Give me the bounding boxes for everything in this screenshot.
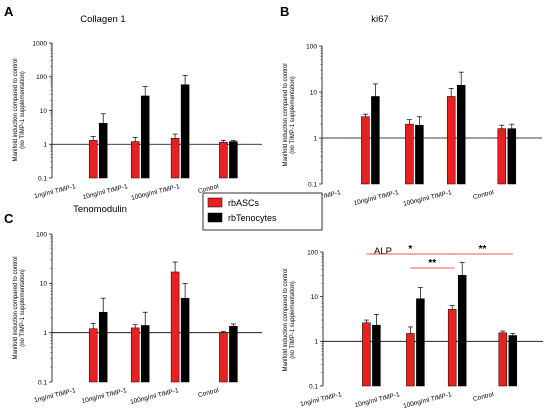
y-tick-label: 0.1 bbox=[308, 181, 317, 188]
y-tick-label: 1000 bbox=[33, 40, 48, 47]
bar-rbtenocytes-1 bbox=[140, 95, 150, 179]
bar-rbtenocytes-3 bbox=[507, 128, 517, 185]
panel-c: C Tenomodulin 0.1 1 10 100 Manifold induction … bbox=[4, 204, 262, 406]
category-label: 10ng/ml TIMP-1 bbox=[82, 183, 129, 201]
y-tick-label: 0.1 bbox=[38, 379, 47, 386]
y-tick-label: 1 bbox=[43, 142, 47, 149]
legend-swatch-rbtenocytes bbox=[207, 212, 223, 223]
bar-rbascs-3 bbox=[498, 332, 508, 387]
bar-rbtenocytes-1 bbox=[415, 124, 424, 185]
y-axis-label-line2: (no TIMP-1 supplementation) bbox=[20, 269, 26, 347]
panel-title: ki67 bbox=[371, 14, 388, 25]
category-label: Control bbox=[472, 391, 495, 403]
y-tick-label: 100 bbox=[36, 231, 47, 238]
bar-rbascs-2 bbox=[170, 271, 180, 383]
y-axis-label-line1: Manifold induction compared to control bbox=[13, 58, 19, 161]
bar-rbtenocytes-2 bbox=[457, 275, 467, 387]
category-label: 10ng/ml TIMP-1 bbox=[353, 189, 400, 207]
bar-rbascs-2 bbox=[447, 309, 457, 387]
category-label: 1ng/ml TIMP-1 bbox=[34, 183, 77, 200]
y-tick-label: 10 bbox=[310, 89, 318, 96]
panel-title: Tenomodulin bbox=[73, 204, 127, 215]
bar-rbascs-3 bbox=[219, 141, 228, 179]
legend-label-rbascs: rbASCs bbox=[228, 198, 260, 208]
y-tick-label: 0.1 bbox=[309, 383, 318, 390]
y-tick-label: 10 bbox=[40, 281, 48, 288]
bar-rbascs-0 bbox=[361, 116, 370, 185]
category-label: 1ng/ml TIMP-1 bbox=[300, 391, 343, 408]
y-tick-label: 1 bbox=[314, 339, 318, 346]
panel-title: ALP bbox=[374, 246, 392, 257]
panel-letter: A bbox=[4, 4, 14, 19]
bar-rbascs-0 bbox=[88, 140, 98, 179]
panel-a: A Collagen 1 0.1 1 10 100 1000 Manifold inducti… bbox=[4, 4, 262, 202]
category-label: Control bbox=[197, 183, 220, 195]
bar-rbascs-2 bbox=[170, 138, 180, 179]
category-label: Control bbox=[472, 189, 495, 201]
category-label: 1ng/ml TIMP-1 bbox=[34, 387, 77, 404]
panel-letter: C bbox=[4, 211, 14, 226]
bar-rbascs-1 bbox=[406, 333, 415, 387]
legend-box bbox=[202, 192, 323, 231]
bar-rbascs-0 bbox=[362, 322, 371, 387]
bar-rbtenocytes-2 bbox=[456, 85, 466, 185]
legend-label-rbtenocytes: rbTenocytes bbox=[228, 213, 277, 223]
significance-label: * bbox=[408, 244, 412, 255]
bar-rbtenocytes-0 bbox=[98, 311, 108, 383]
category-label: 100ng/ml TIMP-1 bbox=[131, 183, 181, 202]
category-label: 10ng/ml TIMP-1 bbox=[354, 391, 401, 409]
bar-rbtenocytes-2 bbox=[180, 297, 190, 383]
y-tick-label: 100 bbox=[36, 74, 47, 81]
category-label: 100ng/ml TIMP-1 bbox=[130, 387, 180, 406]
bar-rbtenocytes-3 bbox=[229, 325, 238, 383]
y-tick-label: 10 bbox=[311, 294, 319, 301]
bar-rbtenocytes-0 bbox=[372, 324, 381, 387]
legend: rbASCs rbTenocytes bbox=[202, 192, 323, 231]
bar-rbascs-1 bbox=[405, 123, 414, 185]
y-tick-label: 10 bbox=[40, 108, 48, 115]
y-tick-label: 100 bbox=[306, 43, 317, 50]
category-label: 100ng/ml TIMP-1 bbox=[403, 189, 453, 208]
y-axis-label-line1: Manifold induction compared to control bbox=[283, 63, 289, 166]
legend-swatch-rbascs bbox=[207, 197, 223, 208]
bar-rbascs-1 bbox=[130, 327, 140, 383]
significance-label: ** bbox=[428, 258, 436, 269]
y-axis-label-line2: (no TIMP-1 supplementation) bbox=[290, 281, 296, 359]
bar-rbascs-3 bbox=[497, 128, 507, 185]
y-tick-label: 1 bbox=[43, 330, 47, 337]
bar-rbtenocytes-2 bbox=[180, 84, 190, 179]
bar-rbtenocytes-1 bbox=[140, 325, 150, 383]
panels: A Collagen 1 0.1 1 10 100 1000 Manifold inducti… bbox=[4, 4, 543, 410]
panel-letter: B bbox=[280, 4, 289, 19]
category-label: 100ng/ml TIMP-1 bbox=[403, 391, 453, 410]
panel-title: Collagen 1 bbox=[80, 14, 125, 25]
bar-rbascs-2 bbox=[446, 96, 456, 185]
category-label: Control bbox=[197, 387, 220, 399]
bar-rbtenocytes-0 bbox=[371, 96, 380, 185]
bar-rbtenocytes-0 bbox=[98, 122, 108, 179]
y-tick-label: 100 bbox=[307, 249, 318, 256]
y-axis-label-line2: (no TIMP-1 supplementation) bbox=[20, 71, 26, 149]
significance-label: ** bbox=[479, 244, 487, 255]
y-axis-label-line2: (no TIMP-1 supplementation) bbox=[290, 76, 296, 154]
category-label: 10ng/ml TIMP-1 bbox=[81, 387, 128, 405]
y-tick-label: 1 bbox=[313, 135, 317, 142]
bar-rbtenocytes-1 bbox=[416, 298, 425, 387]
bar-rbascs-0 bbox=[88, 328, 98, 383]
bar-rbascs-3 bbox=[219, 332, 228, 383]
bar-rbtenocytes-3 bbox=[229, 141, 238, 179]
y-axis-label-line1: Manifold induction compared to control bbox=[13, 256, 19, 359]
bar-rbascs-1 bbox=[130, 141, 140, 179]
y-axis-label-line1: Manifold induction compared to control bbox=[283, 268, 289, 371]
bar-rbtenocytes-3 bbox=[508, 335, 518, 387]
y-tick-label: 0.1 bbox=[38, 175, 47, 182]
